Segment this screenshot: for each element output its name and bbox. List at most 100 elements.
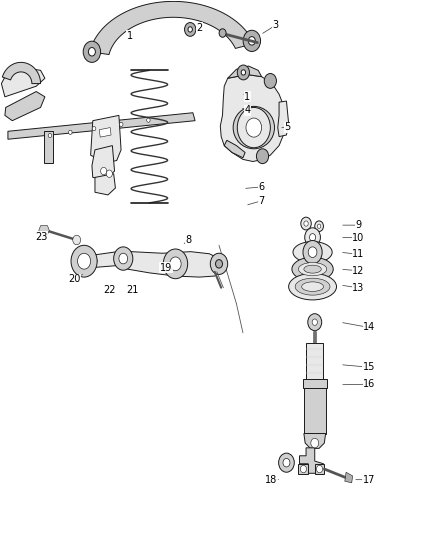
Polygon shape	[92, 146, 115, 179]
Ellipse shape	[295, 278, 330, 295]
Circle shape	[219, 29, 226, 37]
Circle shape	[101, 167, 107, 175]
Text: 10: 10	[352, 233, 364, 243]
Circle shape	[308, 247, 317, 257]
Circle shape	[237, 65, 250, 80]
Polygon shape	[1, 68, 45, 97]
Text: 6: 6	[258, 182, 265, 192]
Circle shape	[246, 118, 261, 137]
Circle shape	[119, 253, 127, 264]
Circle shape	[78, 253, 91, 269]
Text: 9: 9	[355, 220, 361, 230]
Ellipse shape	[292, 257, 333, 281]
Circle shape	[241, 70, 246, 75]
Circle shape	[215, 260, 223, 268]
Ellipse shape	[304, 265, 321, 273]
Text: 17: 17	[363, 475, 375, 484]
Circle shape	[315, 221, 323, 231]
Polygon shape	[298, 464, 308, 474]
Circle shape	[69, 130, 72, 134]
Circle shape	[248, 37, 255, 45]
Circle shape	[188, 27, 192, 32]
Circle shape	[71, 245, 97, 277]
Polygon shape	[95, 174, 116, 195]
Ellipse shape	[293, 241, 332, 263]
Circle shape	[170, 257, 181, 271]
Polygon shape	[99, 127, 111, 137]
Circle shape	[88, 47, 95, 56]
Bar	[306, 343, 323, 394]
Text: 16: 16	[363, 379, 375, 389]
Text: 12: 12	[352, 266, 364, 276]
Circle shape	[305, 228, 321, 247]
Text: 11: 11	[352, 249, 364, 260]
Polygon shape	[224, 140, 245, 158]
Circle shape	[283, 458, 290, 467]
Circle shape	[243, 30, 261, 52]
Circle shape	[308, 314, 322, 330]
Polygon shape	[2, 62, 41, 84]
Text: 1: 1	[244, 92, 251, 102]
Polygon shape	[345, 472, 353, 483]
Circle shape	[120, 122, 123, 126]
Text: 7: 7	[258, 196, 265, 206]
Bar	[303, 379, 327, 389]
Circle shape	[147, 118, 150, 122]
Text: 4: 4	[244, 105, 251, 115]
Text: 5: 5	[285, 122, 291, 132]
Circle shape	[114, 247, 133, 270]
Polygon shape	[228, 66, 261, 78]
Text: 23: 23	[35, 232, 48, 242]
Text: 15: 15	[363, 362, 375, 372]
Circle shape	[237, 108, 270, 148]
Bar	[304, 386, 325, 433]
Text: 14: 14	[363, 322, 375, 333]
Text: 13: 13	[352, 282, 364, 293]
Polygon shape	[300, 448, 323, 473]
Polygon shape	[315, 464, 324, 474]
Text: 19: 19	[160, 263, 172, 272]
Circle shape	[304, 221, 308, 226]
Circle shape	[279, 453, 294, 472]
Polygon shape	[5, 92, 45, 120]
Ellipse shape	[302, 282, 323, 292]
Polygon shape	[91, 115, 121, 163]
Circle shape	[106, 170, 113, 177]
Circle shape	[256, 149, 268, 164]
Circle shape	[318, 224, 321, 228]
Circle shape	[264, 74, 276, 88]
Circle shape	[300, 465, 307, 473]
Circle shape	[312, 319, 318, 325]
Circle shape	[310, 233, 316, 241]
Circle shape	[303, 240, 322, 264]
Ellipse shape	[289, 273, 336, 300]
Text: 21: 21	[127, 285, 139, 295]
Polygon shape	[93, 251, 223, 277]
Circle shape	[210, 253, 228, 274]
Text: 20: 20	[68, 274, 81, 284]
Polygon shape	[304, 433, 325, 448]
Text: 22: 22	[103, 285, 116, 295]
Polygon shape	[44, 131, 53, 163]
Circle shape	[48, 133, 52, 138]
Polygon shape	[8, 113, 195, 139]
Text: 18: 18	[265, 475, 277, 484]
Circle shape	[184, 22, 196, 36]
Text: 1: 1	[127, 31, 133, 41]
Polygon shape	[39, 225, 49, 236]
Circle shape	[301, 217, 311, 230]
Circle shape	[73, 235, 81, 245]
Circle shape	[92, 126, 96, 131]
Polygon shape	[90, 2, 254, 54]
Text: 3: 3	[272, 20, 279, 30]
Circle shape	[163, 249, 187, 279]
Text: 8: 8	[185, 235, 191, 245]
Ellipse shape	[233, 107, 275, 149]
Ellipse shape	[298, 263, 327, 276]
Circle shape	[317, 465, 322, 473]
Circle shape	[311, 438, 319, 448]
Polygon shape	[220, 75, 285, 161]
Polygon shape	[278, 101, 289, 136]
Circle shape	[83, 41, 101, 62]
Text: 2: 2	[196, 23, 202, 33]
